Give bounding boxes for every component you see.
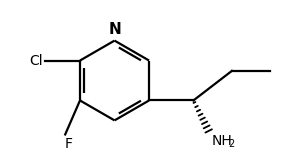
Text: F: F [64, 137, 72, 151]
Text: Cl: Cl [29, 54, 43, 68]
Text: 2: 2 [228, 139, 235, 149]
Text: NH: NH [212, 134, 233, 148]
Text: N: N [108, 22, 121, 37]
